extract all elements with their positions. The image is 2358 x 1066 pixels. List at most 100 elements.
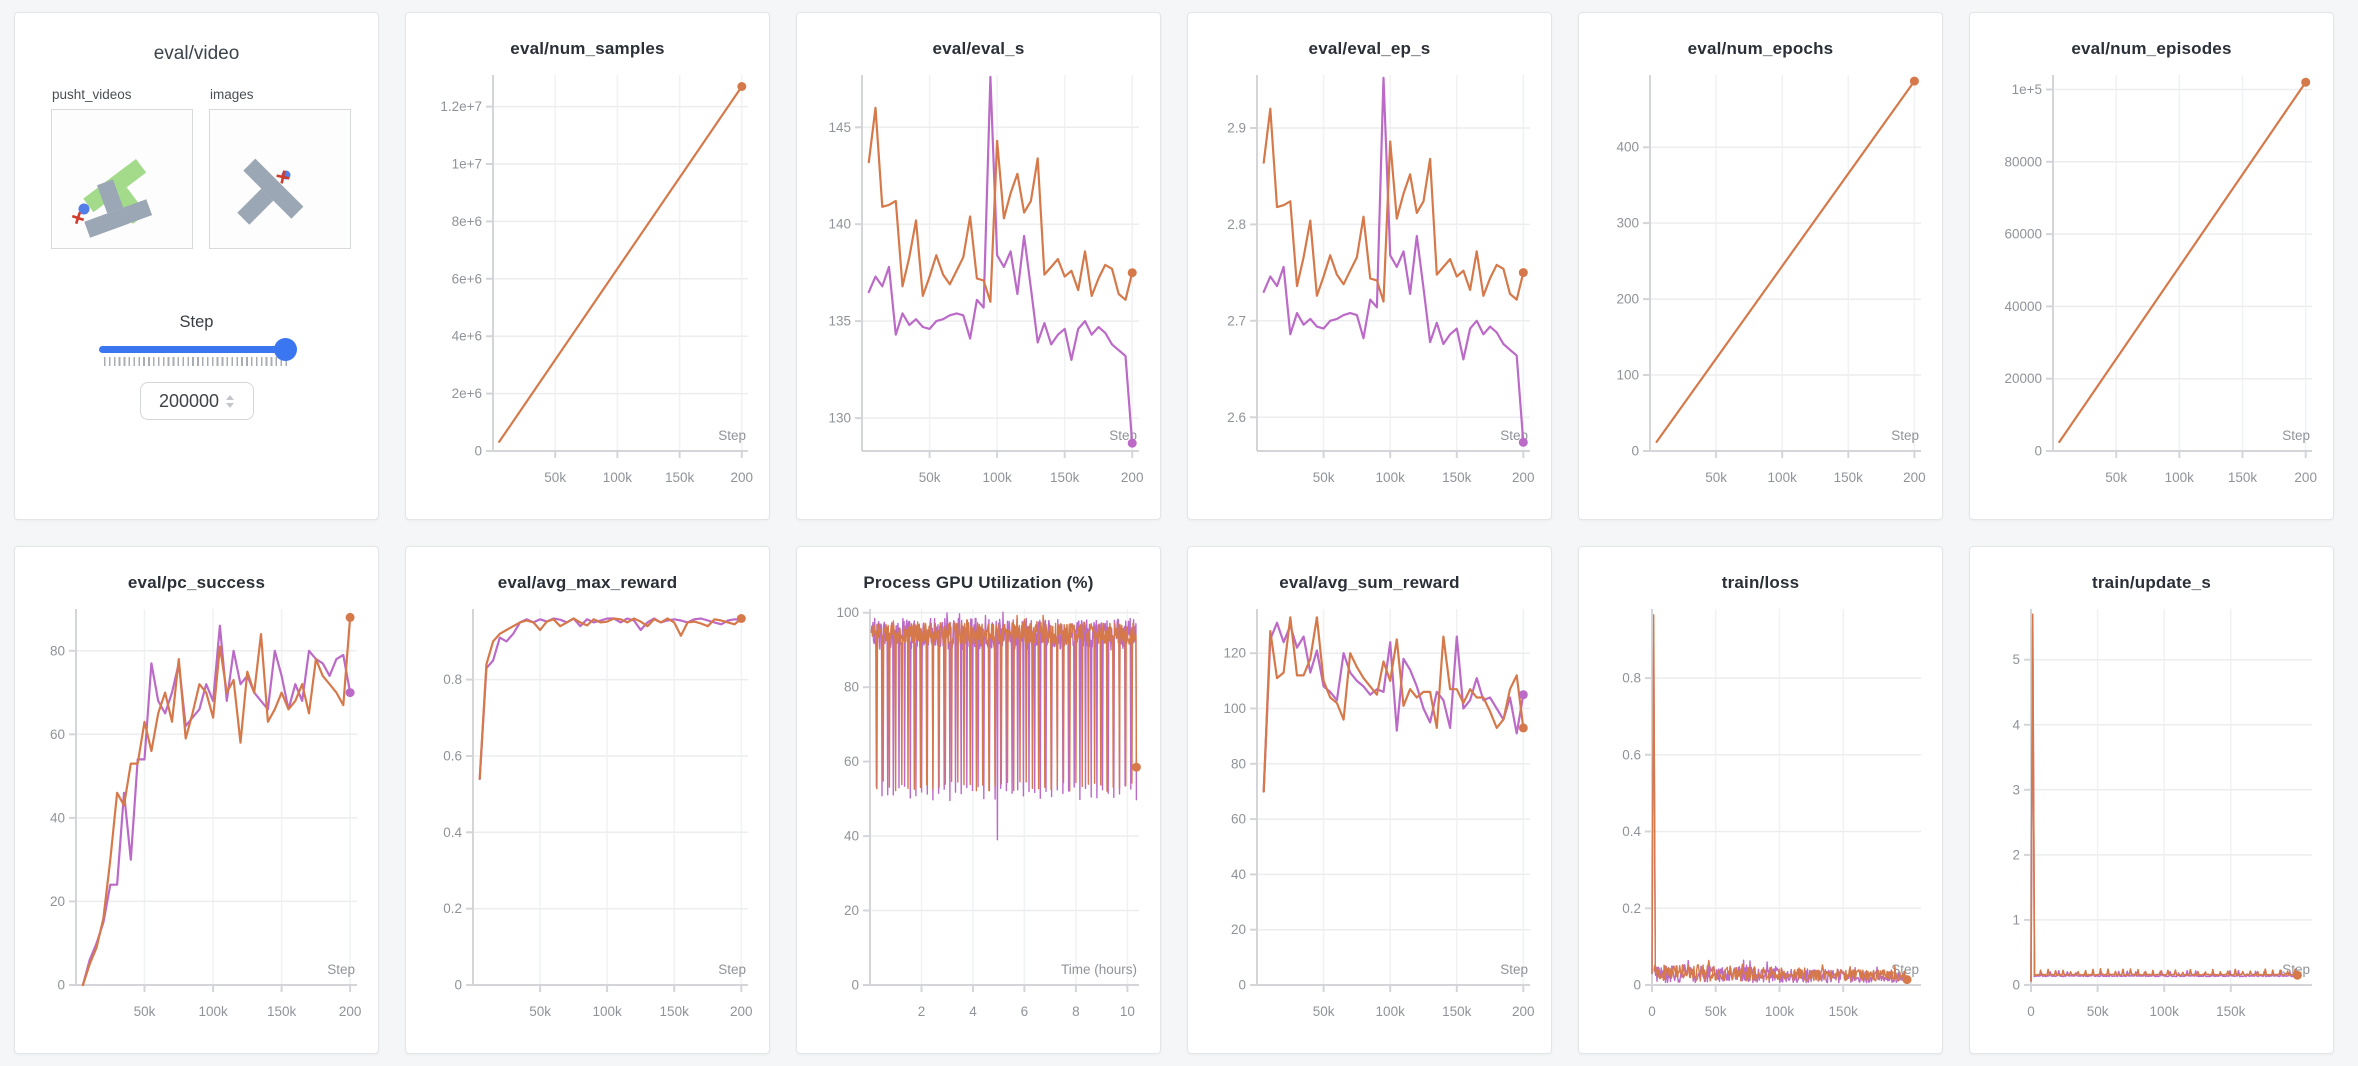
svg-text:0.6: 0.6 — [443, 749, 462, 764]
step-slider-label: Step — [179, 313, 214, 331]
svg-text:135: 135 — [828, 314, 851, 329]
panel-title: eval/video — [153, 43, 240, 64]
svg-text:400: 400 — [1616, 140, 1639, 155]
svg-text:200: 200 — [1512, 470, 1535, 485]
svg-text:1e+7: 1e+7 — [452, 157, 482, 172]
images-thumbnail[interactable] — [209, 109, 351, 249]
panel-title: eval/eval_ep_s — [1308, 39, 1431, 58]
panel-train-loss: train/loss 0 0.2 0.4 0.6 0.8 0 50k 100k 150k Step — [1578, 546, 1943, 1054]
pusht-gray-t-icon — [237, 158, 304, 225]
svg-text:150k: 150k — [660, 1004, 690, 1019]
panel-title: eval/pc_success — [127, 573, 266, 592]
line-chart[interactable]: 0 0.2 0.4 0.6 0.8 50k 100k 150k 200 Step — [417, 597, 758, 1033]
svg-text:200: 200 — [731, 470, 754, 485]
svg-text:2e+6: 2e+6 — [452, 386, 482, 401]
svg-text:100k: 100k — [592, 1004, 622, 1019]
panel-eval-num-epochs: eval/num_epochs 0 100 200 300 400 50k 100k 150k… — [1578, 12, 1943, 520]
svg-text:0: 0 — [474, 444, 482, 459]
step-value[interactable]: 200000 — [158, 390, 220, 411]
svg-text:Step: Step — [1891, 428, 1919, 443]
svg-text:Step: Step — [718, 962, 746, 977]
svg-text:145: 145 — [828, 120, 851, 135]
panel-eval-num-episodes: eval/num_episodes 0 20000 40000 60000 80000 1… — [1969, 12, 2334, 520]
svg-text:10: 10 — [1120, 1004, 1135, 1019]
svg-text:5: 5 — [2012, 652, 2020, 667]
svg-text:50k: 50k — [544, 470, 566, 485]
svg-text:200: 200 — [1616, 292, 1639, 307]
target-cross-icon — [276, 170, 290, 184]
panel-title: Process GPU Utilization (%) — [863, 573, 1094, 592]
svg-text:2.7: 2.7 — [1227, 313, 1246, 328]
line-chart[interactable]: 0 100 200 300 400 50k 100k 150k 200 Step — [1590, 63, 1931, 499]
panel-title: eval/avg_max_reward — [497, 573, 678, 592]
svg-text:50k: 50k — [1313, 1004, 1335, 1019]
svg-text:4: 4 — [969, 1004, 977, 1019]
svg-text:40000: 40000 — [2004, 299, 2042, 314]
svg-text:4e+6: 4e+6 — [452, 329, 482, 344]
pusht-video-thumbnail[interactable] — [51, 109, 193, 249]
svg-text:80: 80 — [50, 643, 65, 658]
svg-text:100k: 100k — [1376, 470, 1406, 485]
svg-text:0.8: 0.8 — [443, 672, 462, 687]
svg-text:50k: 50k — [2105, 470, 2127, 485]
svg-text:0.2: 0.2 — [443, 901, 462, 916]
svg-text:40: 40 — [50, 810, 65, 825]
svg-text:2.9: 2.9 — [1227, 121, 1246, 136]
svg-text:0.6: 0.6 — [1622, 747, 1641, 762]
step-slider[interactable] — [98, 338, 297, 361]
panel-title: eval/num_samples — [510, 39, 665, 58]
media-thumbnails: pusht_videos images — [51, 87, 378, 249]
slider-track[interactable] — [98, 346, 295, 353]
svg-text:20: 20 — [1231, 922, 1246, 937]
line-chart[interactable]: 0 20000 40000 60000 80000 1e+5 50k 100k 150k 200 S… — [1981, 63, 2322, 499]
svg-text:60: 60 — [844, 754, 859, 769]
svg-text:50k: 50k — [1705, 1004, 1727, 1019]
svg-text:0: 0 — [2034, 444, 2042, 459]
svg-text:50k: 50k — [919, 470, 941, 485]
svg-text:4: 4 — [2012, 717, 2020, 732]
svg-text:150k: 150k — [2228, 470, 2258, 485]
svg-text:1e+5: 1e+5 — [2012, 82, 2042, 97]
svg-text:0: 0 — [2027, 1004, 2035, 1019]
svg-text:0.4: 0.4 — [1622, 824, 1641, 839]
panel-title: eval/eval_s — [932, 39, 1025, 58]
svg-text:20: 20 — [844, 903, 859, 918]
svg-text:150k: 150k — [2216, 1004, 2246, 1019]
svg-text:50k: 50k — [1705, 470, 1727, 485]
line-chart[interactable]: 0 20 40 60 80 100 120 50k 100k 150k 200 Step — [1199, 597, 1540, 1033]
line-chart[interactable]: 0 20 40 60 80 100 2 4 6 8 10 Time (hours) — [808, 597, 1149, 1033]
stepper-arrows-icon[interactable] — [226, 394, 235, 408]
svg-text:60000: 60000 — [2004, 227, 2042, 242]
svg-text:60: 60 — [50, 727, 65, 742]
slider-tick-ruler — [103, 357, 290, 366]
line-chart[interactable]: 0 2e+6 4e+6 6e+6 8e+6 1e+7 1.2e+7 50k 100k 150k 20… — [417, 63, 758, 499]
svg-text:1: 1 — [2012, 912, 2020, 927]
svg-text:0: 0 — [454, 978, 462, 993]
line-chart[interactable]: 0 20 40 60 80 50k 100k 150k 200 Step — [26, 597, 367, 1033]
svg-text:100k: 100k — [1376, 1004, 1406, 1019]
svg-text:130: 130 — [828, 411, 851, 426]
svg-text:50k: 50k — [529, 1004, 551, 1019]
target-cross-icon — [71, 211, 85, 225]
svg-text:80: 80 — [844, 680, 859, 695]
svg-text:8: 8 — [1072, 1004, 1080, 1019]
step-value-input[interactable]: 200000 — [139, 382, 254, 420]
svg-text:100k: 100k — [603, 470, 633, 485]
slider-knob[interactable] — [273, 338, 297, 361]
svg-text:150k: 150k — [665, 470, 695, 485]
svg-text:80000: 80000 — [2004, 154, 2042, 169]
svg-text:2.6: 2.6 — [1227, 410, 1246, 425]
panel-eval-eval-s: eval/eval_s 130 135 140 145 50k 100k 150k 200 St… — [796, 12, 1161, 520]
svg-text:100k: 100k — [1768, 470, 1798, 485]
svg-text:20000: 20000 — [2004, 371, 2042, 386]
media-key-label: pusht_videos — [52, 87, 132, 102]
svg-text:100k: 100k — [2150, 1004, 2180, 1019]
svg-text:Step: Step — [327, 962, 355, 977]
svg-text:0: 0 — [1633, 978, 1641, 993]
svg-text:0: 0 — [1648, 1004, 1656, 1019]
